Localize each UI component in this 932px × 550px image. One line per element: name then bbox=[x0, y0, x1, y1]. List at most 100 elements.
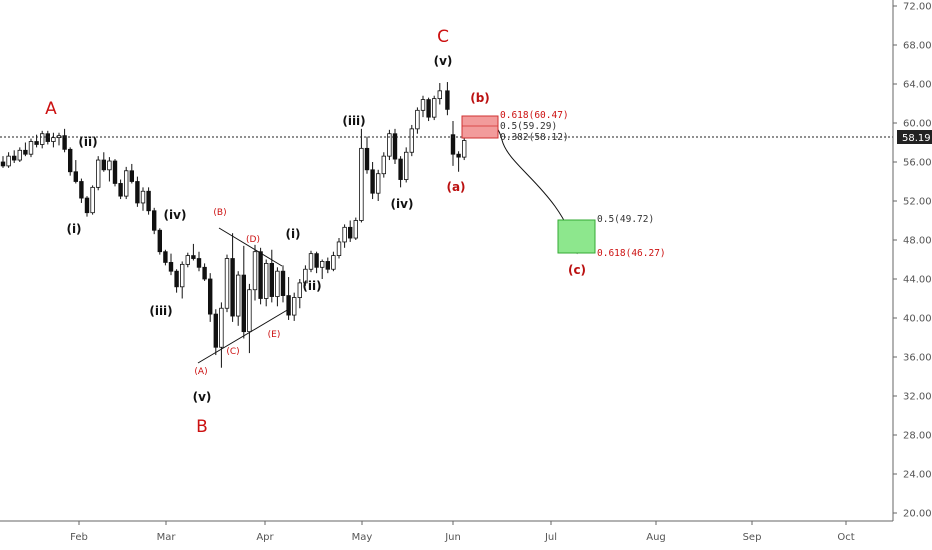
candle bbox=[151, 207, 157, 235]
candles-layer bbox=[0, 82, 467, 368]
wave-label-minor: (i) bbox=[66, 222, 81, 236]
wave-label-major: C bbox=[437, 27, 449, 47]
candle bbox=[124, 166, 129, 200]
wave-label-corrective: (a) bbox=[446, 180, 465, 194]
candle-body bbox=[263, 262, 269, 299]
candle bbox=[40, 130, 45, 149]
candle bbox=[73, 160, 78, 184]
candle-body bbox=[450, 134, 456, 155]
candle-body bbox=[0, 161, 6, 167]
candle-body bbox=[202, 266, 207, 280]
candle bbox=[263, 259, 269, 307]
candle-body bbox=[157, 229, 162, 253]
candle bbox=[11, 150, 17, 163]
wave-label-major: B bbox=[196, 417, 208, 437]
candle-body bbox=[140, 190, 146, 204]
candle-body bbox=[17, 149, 22, 161]
candle-body bbox=[68, 148, 73, 173]
candle bbox=[62, 128, 67, 153]
wave-label-minor: (v) bbox=[193, 390, 212, 404]
candle bbox=[51, 132, 56, 148]
price-tick-label: 64.00 bbox=[903, 80, 932, 91]
candle bbox=[0, 156, 6, 168]
candle-body bbox=[62, 135, 67, 150]
candle-body bbox=[342, 226, 347, 243]
candle bbox=[84, 196, 90, 217]
candle bbox=[207, 273, 213, 322]
candle bbox=[445, 82, 450, 116]
candle-body bbox=[415, 109, 420, 130]
candle-body bbox=[269, 262, 274, 297]
fib-zone-green bbox=[557, 219, 596, 254]
candle bbox=[347, 220, 353, 242]
candle bbox=[359, 128, 364, 223]
candle-body bbox=[314, 253, 319, 268]
candle bbox=[364, 136, 370, 174]
candle bbox=[107, 157, 112, 182]
time-tick-label: Apr bbox=[256, 532, 274, 543]
candle-body bbox=[107, 160, 112, 171]
candle-body bbox=[219, 307, 224, 348]
triangle-upper-line bbox=[218, 227, 283, 267]
candle bbox=[331, 251, 336, 272]
candle bbox=[336, 238, 342, 259]
time-axis: Feb Mar Apr May Jun Jul Aug Sep Oct bbox=[0, 520, 932, 550]
candle-body bbox=[90, 186, 95, 214]
candle bbox=[375, 169, 381, 201]
candle bbox=[280, 265, 286, 303]
price-tick-label: 36.00 bbox=[903, 353, 932, 364]
triangle-lower-line bbox=[197, 308, 290, 364]
candle-body bbox=[241, 274, 246, 333]
candle bbox=[353, 217, 358, 240]
candle-body bbox=[403, 151, 409, 180]
candle-body bbox=[224, 258, 230, 309]
candle-body bbox=[73, 171, 78, 182]
candle bbox=[241, 245, 246, 339]
candle-body bbox=[135, 181, 140, 204]
candle bbox=[28, 138, 34, 158]
candle-body bbox=[331, 255, 336, 270]
fib-label: 0.5(49.72) bbox=[597, 214, 654, 225]
candle-body bbox=[179, 263, 185, 288]
candle bbox=[68, 147, 73, 176]
candle-body bbox=[45, 133, 50, 142]
time-tick-label: Aug bbox=[646, 532, 666, 543]
candle bbox=[219, 302, 224, 368]
candle-body bbox=[6, 155, 11, 167]
candle-body bbox=[168, 262, 174, 272]
fib-zone-red bbox=[461, 115, 499, 139]
candle bbox=[6, 152, 11, 168]
candle bbox=[398, 156, 403, 188]
fib-label: 0.618(60.47) bbox=[500, 110, 569, 121]
candle-body bbox=[426, 99, 431, 118]
candle bbox=[269, 249, 274, 303]
candle bbox=[45, 130, 50, 145]
candle-body bbox=[291, 297, 297, 316]
candle bbox=[258, 247, 263, 305]
candle-body bbox=[151, 210, 157, 231]
candle bbox=[196, 251, 202, 272]
candle-body bbox=[280, 270, 286, 296]
candle-body bbox=[23, 149, 28, 155]
candle bbox=[403, 147, 409, 183]
candle-body bbox=[297, 282, 302, 298]
candle bbox=[140, 187, 146, 211]
candle-body bbox=[213, 313, 218, 348]
candle-body bbox=[252, 251, 258, 291]
fib-label: 0.5(59.29) bbox=[500, 121, 557, 132]
candle bbox=[179, 261, 185, 299]
wave-label-triangle: (C) bbox=[226, 347, 239, 357]
fib-label: 0.618(46.27) bbox=[597, 248, 666, 259]
candle bbox=[392, 128, 398, 164]
last-price-badge bbox=[897, 130, 932, 144]
candle-body bbox=[146, 190, 151, 212]
candle bbox=[297, 279, 302, 309]
candle-body bbox=[129, 170, 134, 182]
price-tick-label: 56.00 bbox=[903, 158, 932, 169]
candle bbox=[163, 249, 168, 266]
candle-body bbox=[347, 226, 353, 239]
candle-body bbox=[79, 181, 84, 199]
candle bbox=[381, 152, 386, 178]
candle bbox=[426, 97, 431, 122]
